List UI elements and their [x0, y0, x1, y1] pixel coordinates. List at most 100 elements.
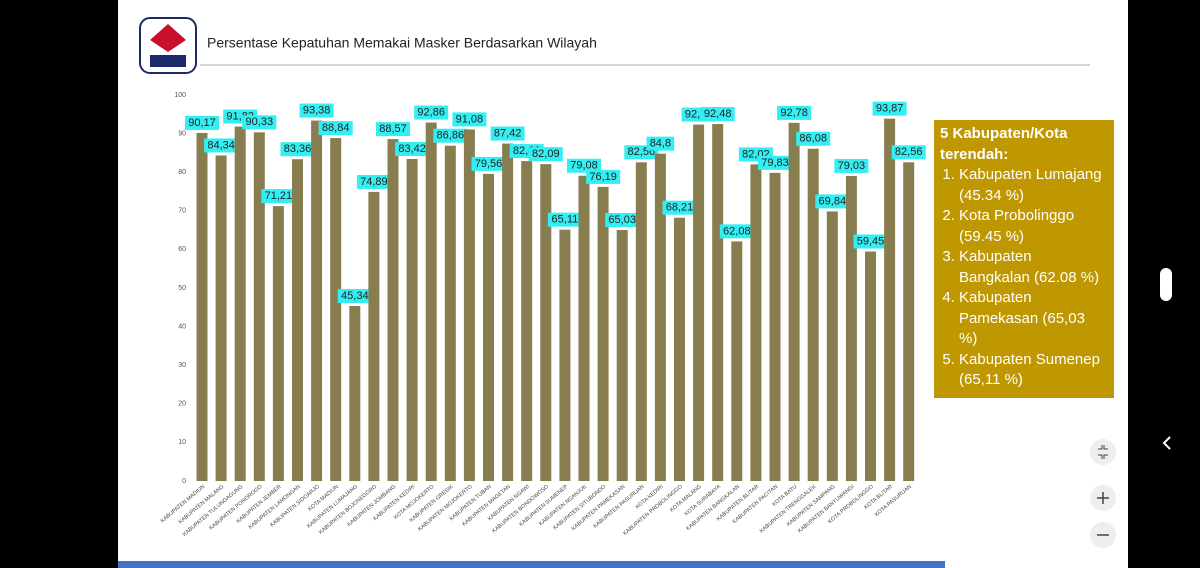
value-label-bg: [261, 189, 296, 204]
value-label: 74,89: [360, 176, 388, 188]
value-label: 88,84: [322, 122, 350, 134]
zoom-in-button[interactable]: [1090, 485, 1116, 511]
panel-item-line: Pamekasan (65,03: [959, 309, 1085, 327]
bar: [903, 162, 915, 481]
panel-item-line: (59.45 %): [959, 227, 1025, 245]
bar: [349, 305, 361, 481]
panel-item-line: Kabupaten: [959, 289, 1032, 306]
value-label-bg: [547, 212, 582, 227]
panel-title: 5 Kabupaten/Kota terendah:: [940, 125, 1068, 163]
scrollbar[interactable]: [1160, 268, 1172, 301]
value-label-bg: [299, 103, 334, 118]
bar: [215, 155, 227, 481]
value-label: 71,21: [265, 190, 293, 202]
value-label-bg: [414, 105, 449, 120]
bar: [807, 148, 819, 481]
value-label: 76,19: [589, 171, 617, 183]
bar: [654, 153, 666, 481]
back-button[interactable]: [1162, 436, 1171, 450]
value-label: 84,34: [207, 139, 235, 151]
logo: [139, 17, 197, 74]
y-tick-label: 70: [178, 208, 186, 215]
y-tick-label: 90: [178, 130, 186, 137]
value-label: 82,56: [895, 146, 923, 158]
bar: [865, 251, 876, 481]
y-tick-label: 50: [178, 285, 186, 292]
panel-list: Kabupaten Lumajang (45.34 %) Kota Probolin…: [940, 165, 1108, 391]
value-label-bg: [337, 288, 372, 303]
value-label-bg: [891, 145, 926, 160]
y-tick-label: 30: [178, 362, 186, 369]
value-label-bg: [700, 107, 735, 122]
bar: [521, 161, 533, 482]
bar: [674, 217, 685, 481]
bar: [559, 229, 571, 481]
value-label: 69,84: [819, 195, 847, 207]
value-label-bg: [796, 131, 831, 146]
y-tick-label: 80: [178, 169, 186, 176]
y-tick-label: 10: [178, 439, 186, 446]
bar: [788, 122, 800, 481]
bar: [196, 132, 208, 482]
bar: [272, 206, 284, 481]
x-tick-label: KOTA PASURUAN: [874, 484, 913, 518]
value-label: 86,08: [799, 133, 827, 145]
panel-item-line: (45.34 %): [959, 186, 1025, 204]
value-label: 88,57: [379, 123, 407, 135]
value-label: 62,08: [723, 225, 751, 237]
bar: [234, 126, 246, 481]
value-label: 91,08: [456, 113, 484, 125]
y-tick-label: 100: [174, 92, 186, 99]
value-label-bg: [528, 147, 563, 162]
value-label: 65,11: [552, 214, 579, 226]
bar: [368, 191, 380, 481]
value-label-bg: [834, 158, 869, 173]
bar: [483, 173, 494, 481]
panel-item-line: Kabupaten Lumajang: [959, 166, 1102, 183]
value-label-bg: [376, 122, 410, 137]
bar: [845, 175, 857, 481]
value-label-bg: [719, 224, 754, 239]
bar: [769, 172, 781, 481]
bar: [540, 164, 552, 481]
value-label: 79,56: [475, 158, 503, 170]
bar: [826, 211, 838, 481]
panel-item: Kabupaten Pamekasan (65,03%): [959, 288, 1108, 350]
value-label: 65,03: [608, 214, 636, 226]
bar: [731, 241, 743, 481]
value-label-bg: [662, 200, 697, 215]
value-label-bg: [777, 105, 812, 120]
value-label-bg: [605, 212, 640, 227]
value-label: 87,42: [494, 127, 522, 139]
value-label: 79,03: [838, 160, 866, 172]
value-label: 68,21: [666, 202, 694, 214]
value-label: 90,33: [246, 116, 274, 128]
value-label: 59,45: [857, 235, 885, 247]
panel-item: Kota Probolinggo (59.45 %): [959, 206, 1108, 247]
value-label-bg: [185, 115, 219, 130]
y-tick-label: 20: [178, 401, 186, 408]
bar: [311, 120, 323, 482]
panel-item: Kabupaten Bangkalan (62.08 %): [959, 247, 1108, 288]
bar: [425, 122, 437, 482]
value-label-bg: [490, 126, 525, 141]
value-label-bg: [758, 155, 792, 170]
value-label-bg: [586, 169, 621, 184]
panel-item-line: Kota Probolinggo: [959, 207, 1075, 224]
value-label: 79,83: [761, 157, 789, 169]
bar: [693, 124, 705, 481]
value-label: 92,86: [417, 106, 445, 118]
zoom-out-button[interactable]: [1090, 522, 1116, 548]
y-tick-label: 60: [178, 246, 186, 253]
value-label: 86,86: [437, 130, 465, 142]
value-label-bg: [242, 115, 277, 130]
value-label-bg: [471, 156, 506, 171]
fit-button[interactable]: [1090, 439, 1116, 465]
value-label: 82,09: [532, 148, 560, 160]
value-label: 45,34: [341, 290, 369, 302]
panel-item: Kabupaten Lumajang (45.34 %): [959, 165, 1108, 206]
value-label-bg: [872, 101, 907, 116]
bar: [330, 138, 342, 481]
bar: [502, 143, 514, 481]
